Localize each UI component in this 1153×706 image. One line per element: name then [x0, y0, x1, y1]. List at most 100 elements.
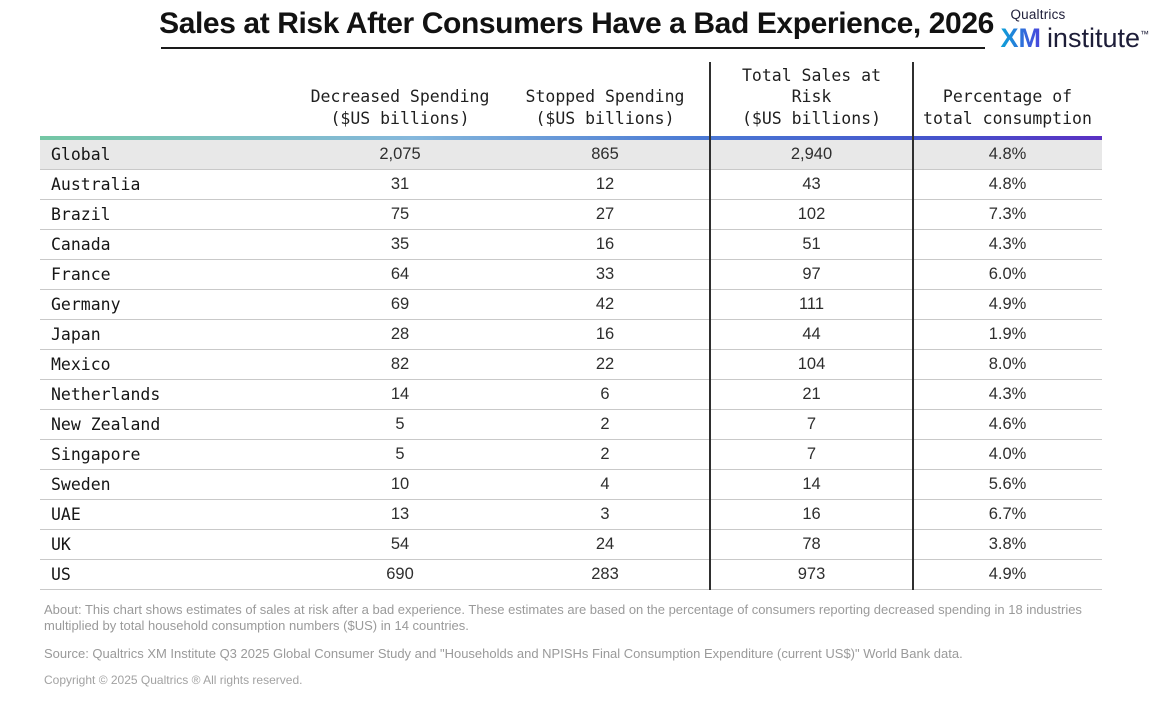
decreased-spending-cell: 35	[390, 235, 410, 253]
table-row: US 690 283 973 4.9%	[40, 560, 1102, 590]
percentage-cell: 3.8%	[988, 535, 1027, 553]
country-cell: Mexico	[51, 355, 111, 374]
total-sales-cell: 21	[802, 385, 821, 403]
percentage-cell: 4.0%	[988, 445, 1027, 463]
decreased-spending-cell: 64	[390, 265, 410, 283]
total-sales-cell: 44	[802, 325, 821, 343]
table-row: Australia 31 12 43 4.8%	[40, 170, 1102, 200]
total-sales-cell: 43	[802, 175, 821, 193]
decreased-spending-cell: 10	[390, 475, 410, 493]
table-body: Global 2,075 865 2,940 4.8% Australia 31…	[40, 140, 1102, 590]
stopped-spending-cell: 42	[595, 295, 615, 313]
column-divider-total	[709, 62, 711, 590]
col-header-decreased-spending: Decreased Spending ($US billions)	[310, 87, 490, 128]
stopped-spending-cell: 22	[595, 355, 615, 373]
total-sales-cell: 16	[802, 505, 821, 523]
table-row: Japan 28 16 44 1.9%	[40, 320, 1102, 350]
title-underline	[161, 47, 985, 49]
decreased-spending-cell: 13	[390, 505, 410, 523]
total-sales-cell: 7	[806, 415, 817, 433]
country-cell: Singapore	[51, 445, 141, 464]
decreased-spending-cell: 75	[390, 205, 410, 223]
percentage-cell: 6.7%	[988, 505, 1027, 523]
total-sales-cell: 7	[806, 445, 817, 463]
total-sales-cell: 102	[797, 205, 826, 223]
percentage-cell: 4.3%	[988, 235, 1027, 253]
decreased-spending-cell: 69	[390, 295, 410, 313]
country-cell: Australia	[51, 175, 141, 194]
country-cell: New Zealand	[51, 415, 161, 434]
country-cell: Brazil	[51, 205, 111, 224]
col-header-percentage-of-consumption: Percentage of total consumption	[923, 87, 1092, 128]
about-text: About: This chart shows estimates of sal…	[44, 602, 1082, 633]
percentage-cell: 4.3%	[988, 385, 1027, 403]
country-cell: Canada	[51, 235, 111, 254]
percentage-cell: 4.6%	[988, 415, 1027, 433]
decreased-spending-cell: 2,075	[379, 145, 421, 163]
stopped-spending-cell: 2	[600, 415, 610, 433]
percentage-cell: 1.9%	[988, 325, 1027, 343]
logo-xm-text: XM	[1000, 22, 1041, 53]
percentage-cell: 4.9%	[988, 295, 1027, 313]
percentage-cell: 4.8%	[988, 175, 1027, 193]
country-cell: Germany	[51, 295, 121, 314]
logo-main-text: XM institute™	[1000, 22, 1149, 54]
col-header-total-sales-at-risk: Total Sales at Risk ($US billions)	[741, 65, 882, 128]
total-sales-cell: 14	[802, 475, 821, 493]
stopped-spending-cell: 3	[600, 505, 610, 523]
qualtrics-xm-institute-logo: Qualtrics XM institute™	[1000, 7, 1149, 54]
country-cell: UK	[51, 535, 71, 554]
country-cell: Netherlands	[51, 385, 161, 404]
logo-trademark: ™	[1140, 28, 1149, 39]
total-sales-cell: 78	[802, 535, 821, 553]
source-text: Source: Qualtrics XM Institute Q3 2025 G…	[44, 646, 963, 661]
total-sales-cell: 51	[802, 235, 821, 253]
table-row: New Zealand 5 2 7 4.6%	[40, 410, 1102, 440]
country-cell: France	[51, 265, 111, 284]
table-row: Netherlands 14 6 21 4.3%	[40, 380, 1102, 410]
table-row: UAE 13 3 16 6.7%	[40, 500, 1102, 530]
country-cell: Japan	[51, 325, 101, 344]
logo-brand-text: Qualtrics	[1010, 7, 1066, 22]
table-row: Brazil 75 27 102 7.3%	[40, 200, 1102, 230]
decreased-spending-cell: 54	[390, 535, 410, 553]
page-title: Sales at Risk After Consumers Have a Bad…	[159, 7, 994, 40]
percentage-cell: 4.9%	[988, 565, 1027, 583]
total-sales-cell: 2,940	[790, 145, 833, 163]
country-cell: US	[51, 565, 71, 584]
copyright-text: Copyright © 2025 Qualtrics ® All rights …	[44, 673, 303, 687]
table-row: Singapore 5 2 7 4.0%	[40, 440, 1102, 470]
table-row: Global 2,075 865 2,940 4.8%	[40, 140, 1102, 170]
decreased-spending-cell: 14	[390, 385, 410, 403]
decreased-spending-cell: 31	[390, 175, 410, 193]
stopped-spending-cell: 16	[595, 325, 615, 343]
stopped-spending-cell: 33	[595, 265, 615, 283]
decreased-spending-cell: 5	[395, 445, 405, 463]
table-row: Mexico 82 22 104 8.0%	[40, 350, 1102, 380]
stopped-spending-cell: 2	[600, 445, 610, 463]
total-sales-cell: 111	[798, 295, 825, 313]
decreased-spending-cell: 690	[386, 565, 414, 583]
country-cell: UAE	[51, 505, 81, 524]
stopped-spending-cell: 16	[595, 235, 615, 253]
percentage-cell: 8.0%	[988, 355, 1027, 373]
total-sales-cell: 97	[802, 265, 821, 283]
decreased-spending-cell: 82	[390, 355, 410, 373]
percentage-cell: 5.6%	[988, 475, 1027, 493]
table-row: Canada 35 16 51 4.3%	[40, 230, 1102, 260]
percentage-cell: 4.8%	[988, 145, 1027, 163]
table-header: Decreased Spending ($US billions) Stoppe…	[40, 62, 1102, 136]
col-header-stopped-spending: Stopped Spending ($US billions)	[525, 87, 685, 128]
stopped-spending-cell: 865	[591, 145, 619, 163]
country-cell: Sweden	[51, 475, 111, 494]
table-row: Germany 69 42 111 4.9%	[40, 290, 1102, 320]
table-row: Sweden 10 4 14 5.6%	[40, 470, 1102, 500]
country-cell: Global	[51, 145, 111, 164]
sales-risk-table: Decreased Spending ($US billions) Stoppe…	[40, 62, 1102, 590]
percentage-cell: 7.3%	[988, 205, 1027, 223]
stopped-spending-cell: 27	[595, 205, 615, 223]
stopped-spending-cell: 4	[600, 475, 610, 493]
total-sales-cell: 104	[797, 355, 826, 373]
column-divider-percentage	[912, 62, 914, 590]
